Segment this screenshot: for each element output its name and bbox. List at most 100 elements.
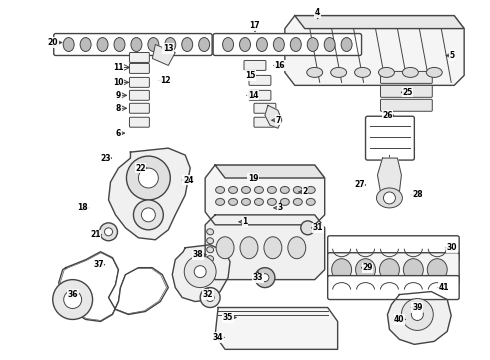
- FancyBboxPatch shape: [254, 117, 276, 127]
- Polygon shape: [265, 105, 282, 128]
- Polygon shape: [215, 165, 325, 178]
- Ellipse shape: [80, 37, 91, 51]
- Circle shape: [53, 280, 93, 319]
- Text: 29: 29: [362, 263, 373, 272]
- Ellipse shape: [222, 37, 234, 51]
- FancyBboxPatch shape: [244, 60, 266, 71]
- Ellipse shape: [216, 186, 224, 193]
- Text: 14: 14: [248, 91, 258, 100]
- Ellipse shape: [182, 37, 193, 51]
- Text: 41: 41: [439, 283, 449, 292]
- Polygon shape: [205, 215, 325, 280]
- Ellipse shape: [294, 186, 302, 193]
- Text: 36: 36: [68, 290, 78, 299]
- Circle shape: [401, 298, 433, 330]
- FancyBboxPatch shape: [380, 99, 432, 111]
- Ellipse shape: [254, 186, 264, 193]
- Circle shape: [261, 274, 269, 282]
- Text: 33: 33: [253, 273, 263, 282]
- Text: 12: 12: [160, 76, 171, 85]
- Ellipse shape: [268, 186, 276, 193]
- FancyBboxPatch shape: [328, 236, 459, 262]
- FancyBboxPatch shape: [366, 116, 415, 160]
- Ellipse shape: [324, 37, 335, 51]
- Circle shape: [200, 288, 220, 307]
- FancyBboxPatch shape: [328, 253, 459, 285]
- FancyBboxPatch shape: [249, 90, 271, 100]
- Ellipse shape: [254, 198, 264, 206]
- Ellipse shape: [331, 67, 346, 77]
- Text: 4: 4: [315, 8, 320, 17]
- Text: 2: 2: [302, 188, 307, 197]
- Polygon shape: [377, 158, 401, 195]
- Circle shape: [126, 156, 171, 200]
- Text: 17: 17: [249, 21, 260, 30]
- Circle shape: [138, 168, 158, 188]
- Text: 37: 37: [93, 260, 104, 269]
- Polygon shape: [215, 307, 338, 349]
- FancyBboxPatch shape: [213, 33, 362, 55]
- Ellipse shape: [306, 198, 315, 206]
- FancyBboxPatch shape: [380, 85, 432, 97]
- Ellipse shape: [207, 256, 214, 262]
- FancyBboxPatch shape: [249, 75, 271, 85]
- Ellipse shape: [332, 259, 352, 280]
- Ellipse shape: [290, 37, 301, 51]
- Text: 39: 39: [412, 303, 422, 312]
- Ellipse shape: [240, 237, 258, 259]
- Ellipse shape: [306, 186, 315, 193]
- Text: 34: 34: [213, 333, 223, 342]
- Circle shape: [99, 223, 118, 241]
- Circle shape: [255, 268, 275, 288]
- Polygon shape: [152, 45, 175, 66]
- Text: 9: 9: [116, 91, 121, 100]
- Polygon shape: [172, 245, 230, 302]
- Text: 31: 31: [313, 223, 323, 232]
- Ellipse shape: [131, 37, 142, 51]
- Ellipse shape: [63, 37, 74, 51]
- Circle shape: [64, 291, 82, 309]
- Polygon shape: [205, 165, 325, 225]
- Polygon shape: [295, 15, 464, 28]
- Ellipse shape: [288, 237, 306, 259]
- Ellipse shape: [165, 37, 176, 51]
- Ellipse shape: [376, 188, 402, 208]
- FancyBboxPatch shape: [129, 77, 149, 87]
- Text: 19: 19: [248, 174, 258, 183]
- FancyBboxPatch shape: [380, 71, 432, 84]
- Ellipse shape: [307, 37, 318, 51]
- Text: 7: 7: [275, 116, 281, 125]
- Text: 25: 25: [402, 88, 413, 97]
- FancyBboxPatch shape: [254, 103, 276, 113]
- Ellipse shape: [198, 37, 210, 51]
- Ellipse shape: [97, 37, 108, 51]
- Polygon shape: [108, 148, 190, 240]
- Text: 13: 13: [163, 44, 173, 53]
- Ellipse shape: [228, 186, 238, 193]
- Text: 27: 27: [354, 180, 365, 189]
- Circle shape: [194, 266, 206, 278]
- Text: 30: 30: [447, 243, 458, 252]
- Ellipse shape: [378, 67, 394, 77]
- Text: 15: 15: [245, 71, 255, 80]
- Ellipse shape: [402, 67, 418, 77]
- Text: 32: 32: [203, 290, 213, 299]
- Text: 8: 8: [116, 104, 121, 113]
- Text: 11: 11: [113, 63, 124, 72]
- Text: 10: 10: [113, 78, 124, 87]
- Text: 18: 18: [77, 203, 88, 212]
- Ellipse shape: [427, 259, 447, 280]
- Text: 16: 16: [274, 61, 285, 70]
- Text: 22: 22: [135, 163, 146, 172]
- FancyBboxPatch shape: [129, 117, 149, 127]
- Polygon shape: [388, 292, 451, 345]
- Text: 26: 26: [382, 111, 392, 120]
- Ellipse shape: [268, 198, 276, 206]
- Ellipse shape: [426, 67, 442, 77]
- Text: 40: 40: [394, 315, 405, 324]
- Text: 24: 24: [183, 176, 194, 185]
- Ellipse shape: [356, 259, 375, 280]
- Circle shape: [412, 309, 423, 320]
- FancyBboxPatch shape: [129, 53, 149, 62]
- Text: 28: 28: [412, 190, 423, 199]
